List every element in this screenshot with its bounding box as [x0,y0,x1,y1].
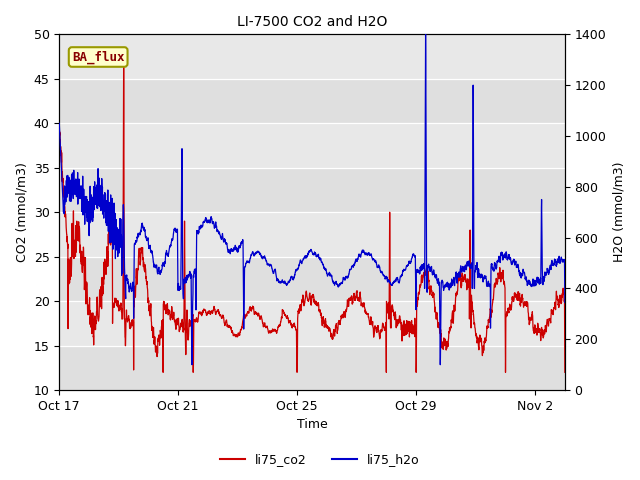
Bar [60,257,565,301]
Bar [60,168,565,212]
X-axis label: Time: Time [297,419,328,432]
Title: LI-7500 CO2 and H2O: LI-7500 CO2 and H2O [237,15,387,29]
Text: BA_flux: BA_flux [72,50,124,64]
Legend: li75_co2, li75_h2o: li75_co2, li75_h2o [215,448,425,471]
Bar [60,79,565,123]
Bar [60,346,565,390]
Y-axis label: CO2 (mmol/m3): CO2 (mmol/m3) [15,162,28,262]
Y-axis label: H2O (mmol/m3): H2O (mmol/m3) [612,162,625,263]
